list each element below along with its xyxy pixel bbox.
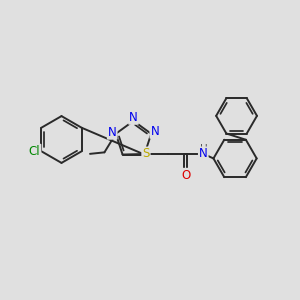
Text: N: N	[129, 111, 138, 124]
Text: O: O	[181, 169, 190, 182]
Text: N: N	[150, 125, 159, 138]
Text: N: N	[108, 126, 117, 139]
Text: Cl: Cl	[29, 145, 40, 158]
Text: S: S	[142, 147, 150, 161]
Text: N: N	[199, 147, 208, 161]
Text: H: H	[200, 144, 208, 154]
